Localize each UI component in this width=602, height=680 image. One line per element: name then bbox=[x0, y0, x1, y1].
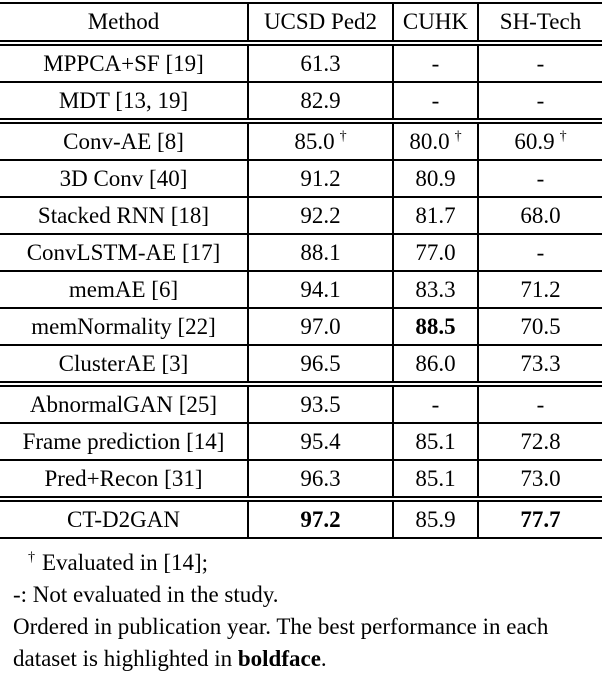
value-cell: - bbox=[392, 43, 478, 83]
method-cell: CT-D2GAN bbox=[67, 506, 180, 532]
dagger-icon: † bbox=[559, 128, 567, 144]
value-cell: 86.0 bbox=[392, 345, 478, 387]
value-cell: 85.1 bbox=[392, 423, 478, 461]
method-cell: memNormality [22] bbox=[0, 308, 248, 346]
value-cell: 93.5 bbox=[247, 384, 393, 424]
table-row: MPPCA+SF [19] 61.3- - bbox=[0, 43, 602, 83]
table-row: memNormality [22] 97.0 88.5 70.5 bbox=[0, 308, 602, 346]
value-cell: 77.0 bbox=[392, 234, 478, 272]
value-cell: 68.0 bbox=[477, 197, 602, 235]
value-cell: 88.5 bbox=[392, 308, 478, 346]
table-row: ConvLSTM-AE [17] 88.1 77.0- bbox=[0, 234, 602, 272]
value-cell: 95.4 bbox=[247, 423, 393, 461]
value-cell: 97.0 bbox=[247, 308, 393, 346]
value-cell: 85.9 bbox=[392, 499, 478, 538]
dagger-icon: † bbox=[454, 128, 462, 144]
value-cell: 81.7 bbox=[392, 197, 478, 235]
footnote-dash-note: -: Not evaluated in the study. bbox=[13, 582, 279, 607]
method-cell: MPPCA+SF [19] bbox=[0, 43, 248, 83]
method-cell: Stacked RNN [18] bbox=[0, 197, 248, 235]
table-row: Conv-AE [8] 85.0 † 80.0 † 60.9 † bbox=[0, 121, 602, 161]
results-table: Method UCSD Ped2 CUHK SH-Tech MPPCA+SF [… bbox=[0, 2, 602, 539]
footnote-boldface-word: boldface bbox=[237, 646, 321, 671]
method-cell: Pred+Recon [31] bbox=[0, 460, 248, 502]
value-cell: 73.3 bbox=[477, 345, 602, 387]
value-cell: 72.8 bbox=[477, 423, 602, 461]
dagger-icon: † bbox=[339, 128, 347, 144]
value-cell: 70.5 bbox=[477, 308, 602, 346]
value-cell: 94.1 bbox=[247, 271, 393, 309]
method-cell: AbnormalGAN [25] bbox=[0, 384, 248, 424]
value-cell: 61.3 bbox=[247, 43, 393, 83]
value-cell: 88.1 bbox=[247, 234, 393, 272]
column-header-ucsd-ped2: UCSD Ped2 bbox=[247, 3, 393, 46]
value-cell: 96.5 bbox=[247, 345, 393, 387]
value-cell: - bbox=[477, 384, 602, 424]
value-cell: - bbox=[477, 82, 602, 124]
table-row: AbnormalGAN [25] 93.5- - bbox=[0, 384, 602, 424]
value-cell: 96.3 bbox=[247, 460, 393, 502]
column-header-cuhk: CUHK bbox=[392, 3, 478, 46]
value-cell: - bbox=[392, 82, 478, 124]
results-table-body: MPPCA+SF [19] 61.3- - MDT [13, 19] 82.9- - Con… bbox=[0, 43, 602, 538]
value-cell: 71.2 bbox=[477, 271, 602, 309]
value-cell: 80.0 † bbox=[392, 121, 478, 161]
method-cell: ClusterAE [3] bbox=[0, 345, 248, 387]
method-cell: ConvLSTM-AE [17] bbox=[0, 234, 248, 272]
value-cell: 85.0 † bbox=[247, 121, 393, 161]
footnotes: † Evaluated in [14]; -: Not evaluated in … bbox=[0, 547, 602, 675]
footnote-order-note: Ordered in publication year. The best pe… bbox=[13, 611, 569, 675]
table-row: CT-D2GAN 97.2 85.9 77.7 bbox=[0, 499, 602, 538]
table-row: ClusterAE [3] 96.5 86.0 73.3 bbox=[0, 345, 602, 387]
table-row: Pred+Recon [31] 96.3 85.1 73.0 bbox=[0, 460, 602, 502]
column-header-sh-tech: SH-Tech bbox=[477, 3, 602, 46]
method-cell: Frame prediction [14] bbox=[0, 423, 248, 461]
footnote-dagger-line: † Evaluated in [14]; bbox=[13, 547, 592, 579]
method-cell: 3D Conv [40] bbox=[0, 160, 248, 198]
table-row: Frame prediction [14] 95.4 85.1 72.8 bbox=[0, 423, 602, 461]
footnote-dagger-text: Evaluated in [14]; bbox=[42, 550, 209, 575]
method-cell: MDT [13, 19] bbox=[0, 82, 248, 124]
value-cell: 91.2 bbox=[247, 160, 393, 198]
value-cell: - bbox=[477, 234, 602, 272]
value-cell: 77.7 bbox=[477, 499, 602, 538]
value-cell: 60.9 † bbox=[477, 121, 602, 161]
value-cell: 85.1 bbox=[392, 460, 478, 502]
table-header: Method UCSD Ped2 CUHK SH-Tech bbox=[0, 3, 602, 46]
method-cell: Conv-AE [8] bbox=[0, 121, 248, 161]
table-row: memAE [6] 94.1 83.3 71.2 bbox=[0, 271, 602, 309]
table-row: MDT [13, 19] 82.9- - bbox=[0, 82, 602, 124]
value-cell: - bbox=[477, 160, 602, 198]
footnote-order-prefix: Ordered in publication year. The best pe… bbox=[13, 614, 549, 671]
value-cell: 92.2 bbox=[247, 197, 393, 235]
value-cell: - bbox=[392, 384, 478, 424]
value-cell: - bbox=[477, 43, 602, 83]
footnote-order-suffix: . bbox=[320, 646, 327, 671]
value-cell: 83.3 bbox=[392, 271, 478, 309]
header-row: Method UCSD Ped2 CUHK SH-Tech bbox=[0, 3, 602, 46]
dagger-icon: † bbox=[28, 550, 35, 566]
method-cell: memAE [6] bbox=[0, 271, 248, 309]
table-row: 3D Conv [40] 91.2 80.9- bbox=[0, 160, 602, 198]
value-cell: 73.0 bbox=[477, 460, 602, 502]
column-header-method: Method bbox=[0, 3, 248, 46]
table-row: Stacked RNN [18] 92.2 81.7 68.0 bbox=[0, 197, 602, 235]
value-cell: 82.9 bbox=[247, 82, 393, 124]
value-cell: 80.9 bbox=[392, 160, 478, 198]
value-cell: 97.2 bbox=[247, 499, 393, 538]
